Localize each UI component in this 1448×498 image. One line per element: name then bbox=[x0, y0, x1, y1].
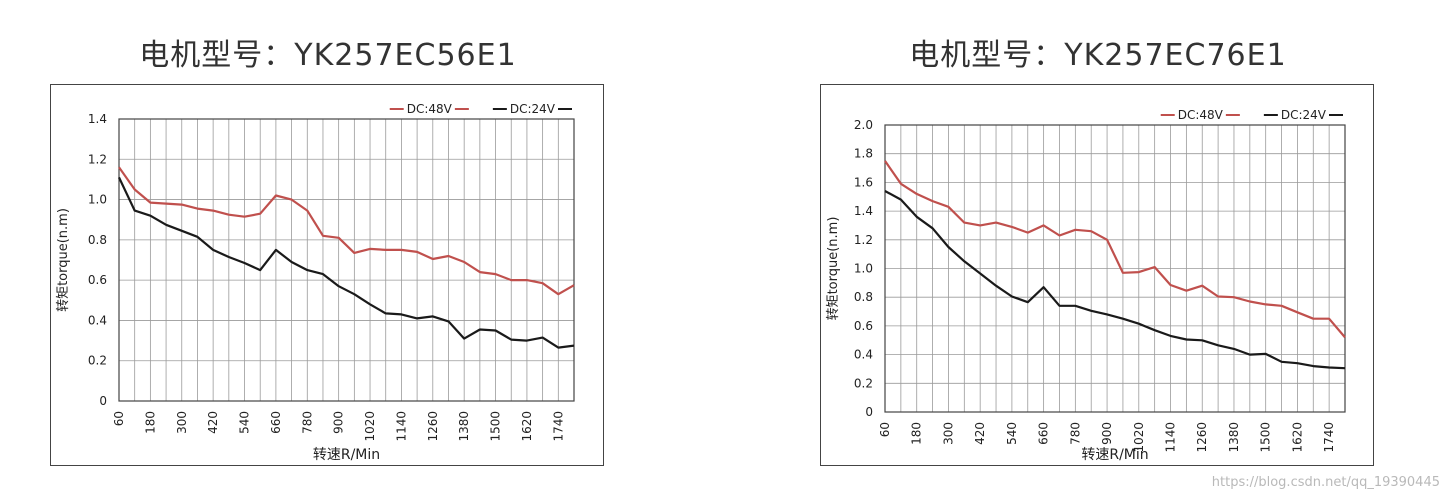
x-tick-label: 660 bbox=[1037, 422, 1051, 445]
x-tick-label: 780 bbox=[1068, 422, 1082, 445]
x-tick-label: 1620 bbox=[1290, 422, 1304, 453]
y-tick-label: 1.2 bbox=[88, 152, 107, 166]
x-tick-label: 420 bbox=[973, 422, 987, 445]
y-tick-label: 0.6 bbox=[88, 273, 107, 287]
y-tick-label: 1.0 bbox=[854, 262, 873, 276]
series-line-dc-48v bbox=[884, 160, 1346, 339]
y-tick-label: 0.2 bbox=[854, 376, 873, 390]
x-tick-label: 1620 bbox=[520, 411, 534, 442]
y-axis-label: 转矩torque(n.m) bbox=[826, 217, 841, 321]
y-tick-label: 1.6 bbox=[854, 175, 873, 189]
watermark-url: https://blog.csdn.net/qq_19390445 bbox=[1211, 475, 1440, 490]
chart-title-right: 电机型号：YK257EC76E1 bbox=[909, 38, 1287, 73]
legend-entry-label: DC:48V bbox=[1178, 108, 1224, 122]
y-tick-label: 0.6 bbox=[854, 319, 873, 333]
y-tick-label: 0.4 bbox=[88, 313, 107, 327]
y-tick-label: 1.4 bbox=[88, 112, 107, 126]
x-tick-label: 540 bbox=[238, 411, 252, 434]
y-tick-label: 1.4 bbox=[854, 204, 873, 218]
plot-area-border bbox=[884, 124, 1346, 413]
y-tick-label: 0.8 bbox=[854, 290, 873, 304]
chart-svg-right: 0 0.2 0.4 0.6 0.8 1.0 1.2 1.4 1.6 1.8 2.0 60 180 300 4… bbox=[826, 108, 1346, 463]
x-tick-label: 1500 bbox=[1259, 422, 1273, 453]
chart-frame-left: 0 0.2 0.4 0.6 0.8 1.0 1.2 1.4 60 180 300 420 540 660 7… bbox=[50, 84, 604, 466]
x-tick-label: 1260 bbox=[1195, 422, 1209, 453]
x-tick-label: 540 bbox=[1005, 422, 1019, 445]
x-tick-label: 900 bbox=[1100, 422, 1114, 445]
x-tick-label: 300 bbox=[175, 411, 189, 434]
legend-entry-label: DC:24V bbox=[510, 102, 556, 116]
y-tick-label: 1.8 bbox=[854, 147, 873, 161]
y-tick-label: 1.0 bbox=[88, 193, 107, 207]
x-tick-label: 1380 bbox=[1227, 422, 1241, 453]
y-tick-label: 0.8 bbox=[88, 233, 107, 247]
y-tick-label: 0.2 bbox=[88, 354, 107, 368]
legend-entry-label: DC:24V bbox=[1281, 108, 1327, 122]
x-axis-label: 转速R/Min bbox=[1081, 447, 1148, 463]
x-tick-label: 1020 bbox=[1132, 422, 1146, 453]
legend: DC:24V DC:48V bbox=[389, 102, 572, 116]
y-axis-label: 转矩torque(n.m) bbox=[56, 208, 71, 312]
x-tick-label: 1140 bbox=[1164, 422, 1178, 453]
x-tick-label: 180 bbox=[143, 411, 157, 434]
chart-title-left: 电机型号：YK257EC56E1 bbox=[139, 38, 517, 73]
x-tick-label: 60 bbox=[112, 411, 126, 426]
y-tick-label: 1.2 bbox=[854, 233, 873, 247]
series-line-dc-48v bbox=[118, 166, 575, 296]
grid bbox=[884, 124, 1346, 413]
y-tick-label: 2.0 bbox=[854, 118, 873, 132]
x-tick-label: 180 bbox=[910, 422, 924, 445]
x-tick-label: 1020 bbox=[363, 411, 377, 442]
x-tick-label: 660 bbox=[269, 411, 283, 434]
x-tick-label: 1260 bbox=[426, 411, 440, 442]
legend: DC:24V DC:48V bbox=[1160, 108, 1343, 122]
x-tick-label: 900 bbox=[332, 411, 346, 434]
x-tick-label: 60 bbox=[878, 422, 892, 437]
series-line-dc-24v bbox=[884, 190, 1346, 370]
grid bbox=[118, 118, 575, 402]
chart-svg-left: 0 0.2 0.4 0.6 0.8 1.0 1.2 1.4 60 180 300 420 540 660 7… bbox=[56, 102, 575, 463]
x-tick-label: 1740 bbox=[551, 411, 565, 442]
x-tick-label: 1500 bbox=[489, 411, 503, 442]
x-tick-label: 780 bbox=[300, 411, 314, 434]
legend-entry-label: DC:48V bbox=[407, 102, 453, 116]
chart-frame-right: 0 0.2 0.4 0.6 0.8 1.0 1.2 1.4 1.6 1.8 2.0 60 180 300 4… bbox=[820, 84, 1374, 466]
x-tick-label: 1740 bbox=[1322, 422, 1336, 453]
y-tick-label: 0 bbox=[99, 394, 107, 408]
x-tick-label: 1140 bbox=[394, 411, 408, 442]
series-line-dc-24v bbox=[118, 176, 575, 349]
y-tick-label: 0 bbox=[865, 405, 873, 419]
plot-area-border bbox=[118, 118, 575, 402]
y-tick-label: 0.4 bbox=[854, 348, 873, 362]
x-tick-label: 1380 bbox=[457, 411, 471, 442]
x-axis-label: 转速R/Min bbox=[313, 447, 380, 463]
x-tick-label: 420 bbox=[206, 411, 220, 434]
x-tick-label: 300 bbox=[941, 422, 955, 445]
